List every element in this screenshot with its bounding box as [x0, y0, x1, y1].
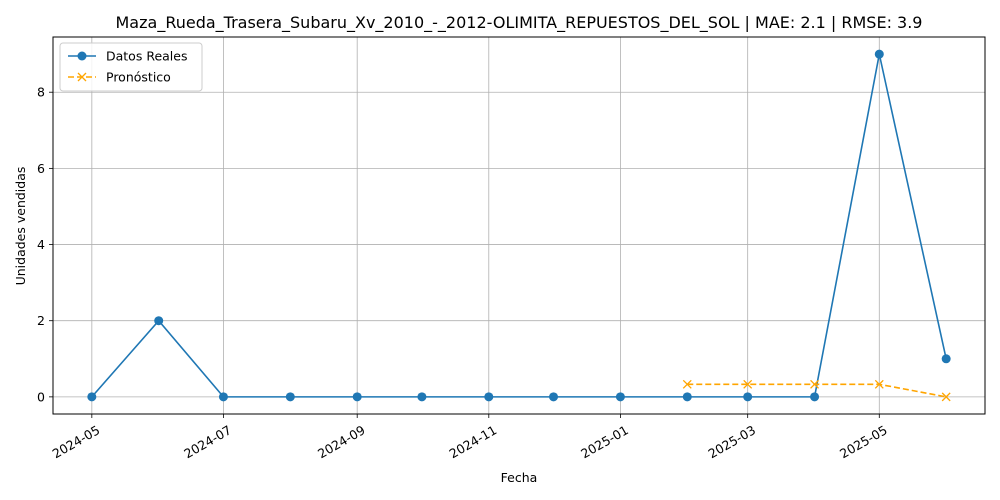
chart-title: Maza_Rueda_Trasera_Subaru_Xv_2010_-_2012…: [116, 13, 923, 33]
series-actual: [87, 49, 951, 402]
data-point-actual: [549, 392, 559, 402]
data-point-forecast: [941, 392, 951, 402]
legend-label-forecast: Pronóstico: [106, 70, 171, 85]
data-point-forecast: [874, 379, 884, 389]
legend-marker-forecast: [77, 72, 87, 82]
y-axis-label: Unidades vendidas: [13, 167, 28, 286]
data-point-actual: [615, 392, 625, 402]
y-tick-label: 0: [37, 389, 45, 404]
data-point-actual: [682, 392, 692, 402]
series-group: [87, 49, 951, 402]
data-point-forecast: [743, 379, 753, 389]
data-point-actual: [941, 354, 951, 364]
y-tick-label: 4: [37, 237, 45, 252]
y-tick-label: 6: [37, 161, 45, 176]
data-point-actual: [218, 392, 228, 402]
y-tick-label: 8: [37, 85, 45, 100]
y-axis: 0 2 4 6 8: [37, 85, 53, 404]
series-line-actual: [91, 53, 947, 398]
legend: Datos Reales Pronóstico: [59, 42, 203, 92]
legend-marker-actual: [77, 51, 87, 61]
legend-label-actual: Datos Reales: [106, 49, 187, 64]
grid: [53, 37, 985, 414]
legend-item-forecast: Pronóstico: [68, 70, 171, 85]
plot-area-frame: [52, 36, 986, 415]
data-point-actual: [285, 392, 295, 402]
data-point-actual: [87, 392, 97, 402]
legend-item-actual: Datos Reales: [68, 49, 187, 64]
x-axis-label: Fecha: [501, 470, 538, 485]
data-point-actual: [417, 392, 427, 402]
data-point-actual: [154, 316, 164, 326]
data-point-forecast: [810, 379, 820, 389]
y-tick-label: 2: [37, 313, 45, 328]
data-point-actual: [874, 49, 884, 59]
data-point-actual: [484, 392, 494, 402]
data-point-forecast: [682, 379, 692, 389]
data-point-actual: [810, 392, 820, 402]
series-forecast: [682, 379, 951, 402]
data-point-actual: [743, 392, 753, 402]
data-point-actual: [352, 392, 362, 402]
legend-box: [59, 42, 203, 92]
